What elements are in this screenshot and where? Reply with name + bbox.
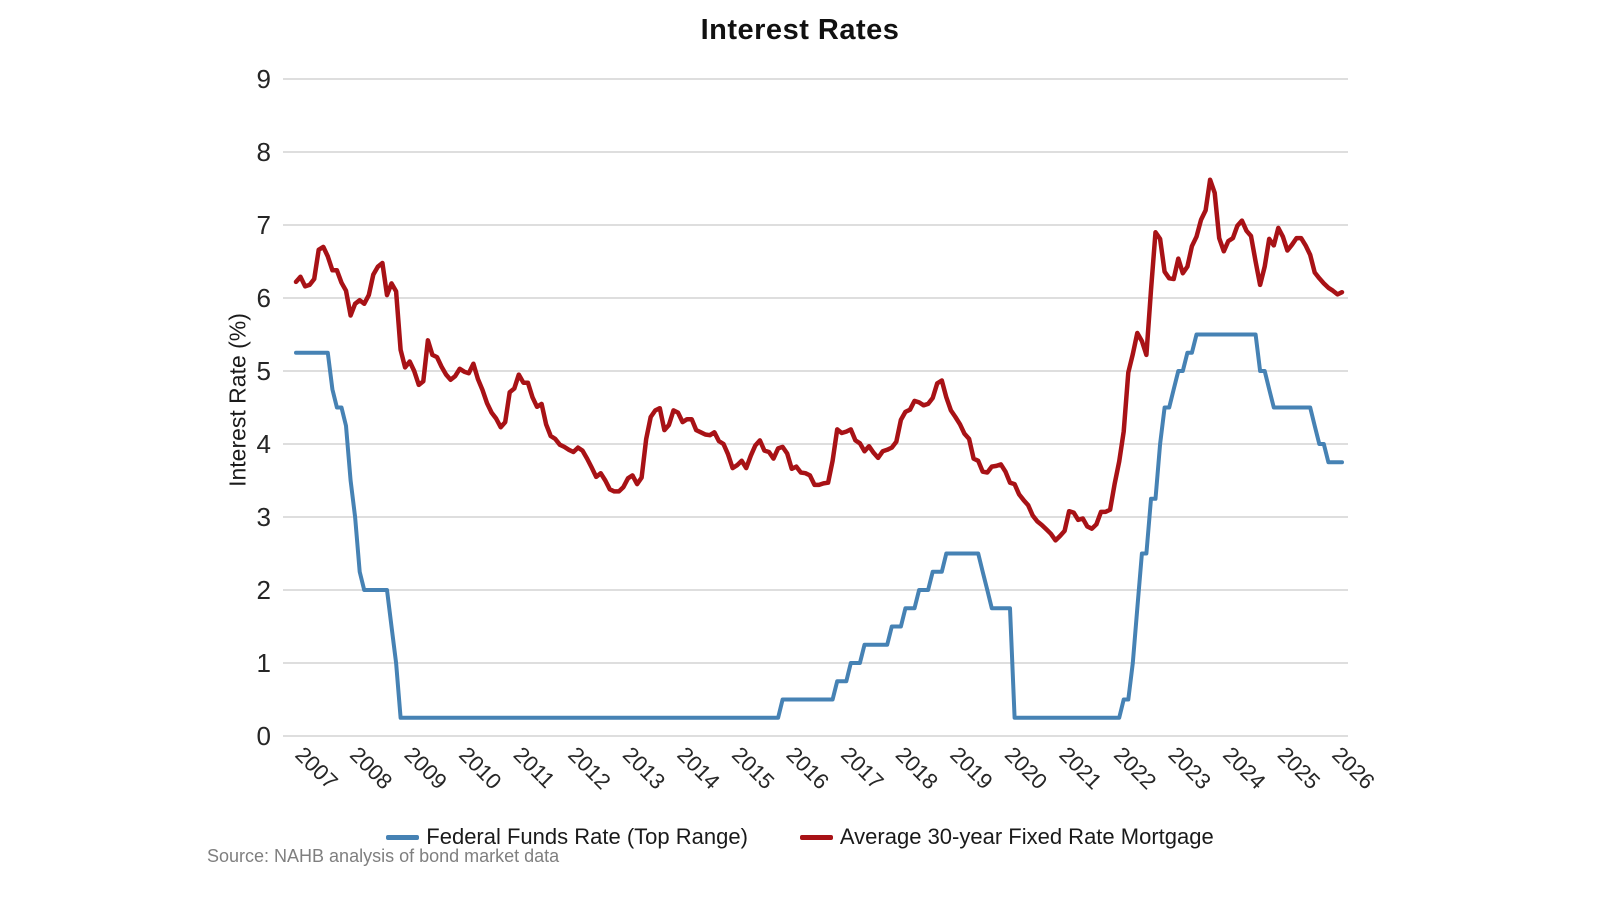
line-swatch-federal-funds-icon [386,834,420,840]
y-tick-label: 0 [257,721,271,751]
x-tick-label: 2018 [891,742,943,794]
legend-label-federal-funds: Federal Funds Rate (Top Range) [426,824,748,849]
legend-item-mortgage: Average 30-year Fixed Rate Mortgage [799,824,1214,850]
y-tick-label: 7 [257,210,271,240]
y-tick-label: 3 [257,502,271,532]
x-tick-label: 2022 [1109,742,1161,794]
x-tick-label: 2025 [1273,742,1325,794]
y-tick-label: 5 [257,356,271,386]
x-tick-label: 2020 [1000,742,1052,794]
y-tick-label: 4 [257,429,271,459]
x-tick-label: 2026 [1327,742,1379,794]
line-swatch-mortgage-icon [799,834,833,840]
chart-title: Interest Rates [700,14,900,46]
x-tick-label: 2019 [945,742,997,794]
legend-label-mortgage: Average 30-year Fixed Rate Mortgage [839,824,1214,849]
x-tick-label: 2009 [400,742,452,794]
x-tick-label: 2017 [836,742,888,794]
x-tick-label: 2007 [290,742,342,794]
x-tick-label: 2024 [1218,742,1270,794]
x-tick-label: 2015 [727,742,779,794]
y-tick-label: 8 [257,137,271,167]
x-tick-label: 2011 [509,742,560,793]
series-line-mortgage [293,177,1345,543]
y-tick-label: 6 [257,283,271,313]
y-tick-label: 2 [257,575,271,605]
series-line-federal-funds [294,332,1344,720]
x-tick-label: 2013 [618,742,670,794]
x-tick-label: 2010 [454,742,506,794]
y-tick-label: 9 [257,64,271,94]
x-tick-label: 2023 [1164,742,1216,794]
y-tick-label: 1 [257,648,271,678]
x-tick-label: 2021 [1054,742,1106,794]
x-tick-label: 2012 [563,742,615,794]
legend: Federal Funds Rate (Top Range) Average 3… [0,824,1600,850]
x-tick-label: 2008 [345,742,397,794]
y-axis-title: Interest Rate (%) [224,313,251,487]
x-tick-label: 2014 [672,742,724,794]
legend-item-federal-funds: Federal Funds Rate (Top Range) [386,824,748,850]
source-note: Source: NAHB analysis of bond market dat… [207,846,560,866]
x-tick-label: 2016 [782,742,834,794]
